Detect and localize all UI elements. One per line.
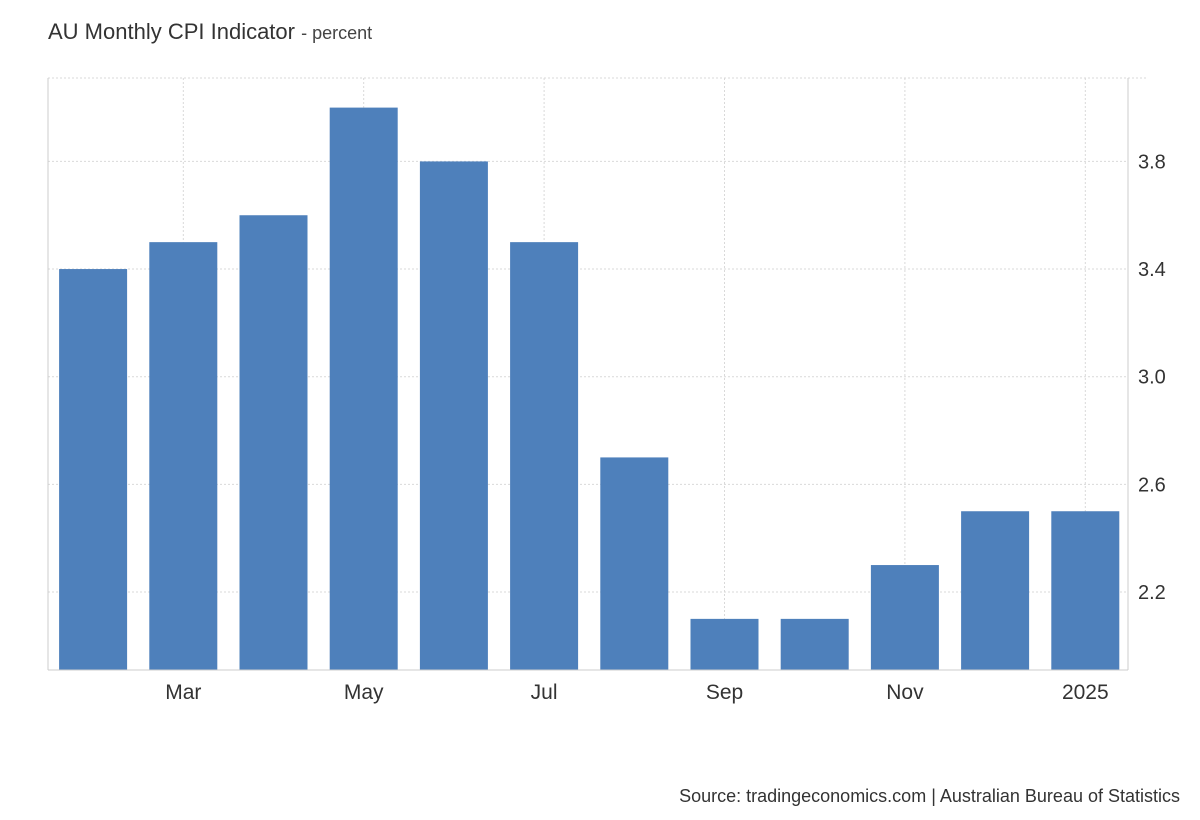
axis-layer <box>47 78 1129 671</box>
x-tick-label: May <box>344 681 384 704</box>
bar[interactable] <box>690 618 759 670</box>
y-tick-label: 3.8 <box>1138 151 1166 173</box>
source-note: Source: tradingeconomics.com | Australia… <box>679 786 1180 806</box>
bar[interactable] <box>780 618 849 670</box>
bar[interactable] <box>600 457 669 670</box>
chart-unit: - percent <box>301 23 373 43</box>
y-tick-label: 2.6 <box>1138 474 1166 496</box>
bar[interactable] <box>329 107 398 671</box>
bar[interactable] <box>870 565 939 670</box>
x-tick-label: Jul <box>531 681 558 704</box>
bar[interactable] <box>419 161 488 670</box>
chart-title-text: AU Monthly CPI Indicator <box>48 19 295 44</box>
y-tick-label: 3.4 <box>1138 259 1166 281</box>
bar[interactable] <box>239 215 308 670</box>
x-tick-label: Nov <box>886 681 924 704</box>
bar[interactable] <box>149 242 218 671</box>
x-tick-label: Sep <box>706 681 743 704</box>
y-tick-label: 2.2 <box>1138 582 1166 604</box>
bar[interactable] <box>510 242 579 671</box>
chart-title: AU Monthly CPI Indicator - percent <box>48 19 372 45</box>
y-tick-label: 3.0 <box>1138 367 1166 389</box>
labels-layer: 2.2 2.6 3.0 3.4 3.8 Mar May Jul Sep Nov 2025 <box>165 151 1166 704</box>
bars-layer <box>59 107 1120 671</box>
x-tick-label: Mar <box>165 681 201 704</box>
bar[interactable] <box>59 269 128 670</box>
x-tick-label: 2025 <box>1062 681 1109 704</box>
bar[interactable] <box>1051 511 1120 670</box>
bar[interactable] <box>961 511 1030 670</box>
